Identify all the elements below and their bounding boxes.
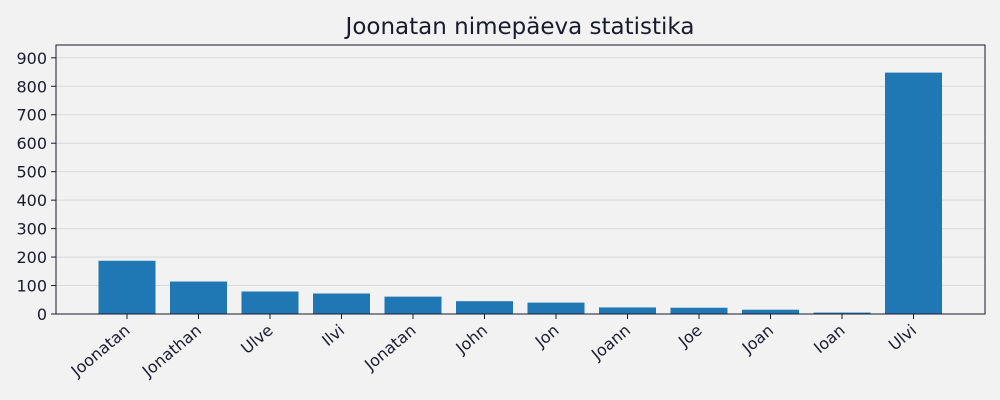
bar-jonathan	[170, 281, 227, 314]
bar-jon	[527, 302, 585, 314]
x-tick-label: John	[451, 321, 491, 359]
x-tick-label: Joe	[674, 321, 706, 352]
bar-john	[456, 301, 513, 314]
y-tick-label: 900	[16, 49, 47, 68]
y-tick-label: 200	[16, 248, 47, 267]
x-tick-label: Joan	[738, 321, 777, 358]
x-tick-label: Ulvi	[885, 321, 920, 355]
y-tick-label: 100	[16, 277, 47, 296]
y-axis: 0 100 200 300 400 500 600 700 800 900	[16, 49, 56, 324]
y-tick-label: 500	[16, 163, 47, 182]
x-tick-label: Joonatan	[67, 321, 134, 381]
bar-ulvi	[885, 72, 942, 315]
plot-frame	[55, 44, 986, 315]
bars	[98, 72, 942, 315]
bar-joonatan	[98, 260, 156, 314]
chart-title: Joonatan nimepäeva statistika	[344, 14, 695, 40]
y-tick-label: 0	[37, 305, 47, 324]
bar-joan	[742, 309, 799, 314]
bar-joann	[599, 307, 656, 314]
bar-ilvi	[313, 293, 370, 314]
y-tick-label: 300	[16, 220, 47, 239]
x-tick-label: Ioan	[810, 321, 849, 358]
y-tick-label: 600	[16, 134, 47, 153]
y-tick-label: 400	[16, 191, 47, 210]
bar-joe	[670, 307, 728, 314]
x-tick-label: Ulve	[237, 321, 276, 358]
bar-ioan	[813, 312, 871, 314]
x-tick-label: Joann	[587, 321, 634, 365]
x-tick-label: Jon	[531, 321, 563, 352]
bar-ulve	[241, 291, 299, 314]
bar-jonatan	[384, 296, 442, 314]
y-tick-label: 800	[16, 77, 47, 96]
x-tick-label: Jonathan	[138, 321, 205, 382]
y-tick-label: 700	[16, 106, 47, 125]
x-tick-label: Jonatan	[360, 321, 419, 375]
x-axis: Joonatan Jonathan Ulve Ilvi Jonatan John Jon Jo…	[67, 314, 920, 381]
x-tick-label: Ilvi	[318, 321, 348, 350]
grid-lines	[56, 57, 985, 315]
